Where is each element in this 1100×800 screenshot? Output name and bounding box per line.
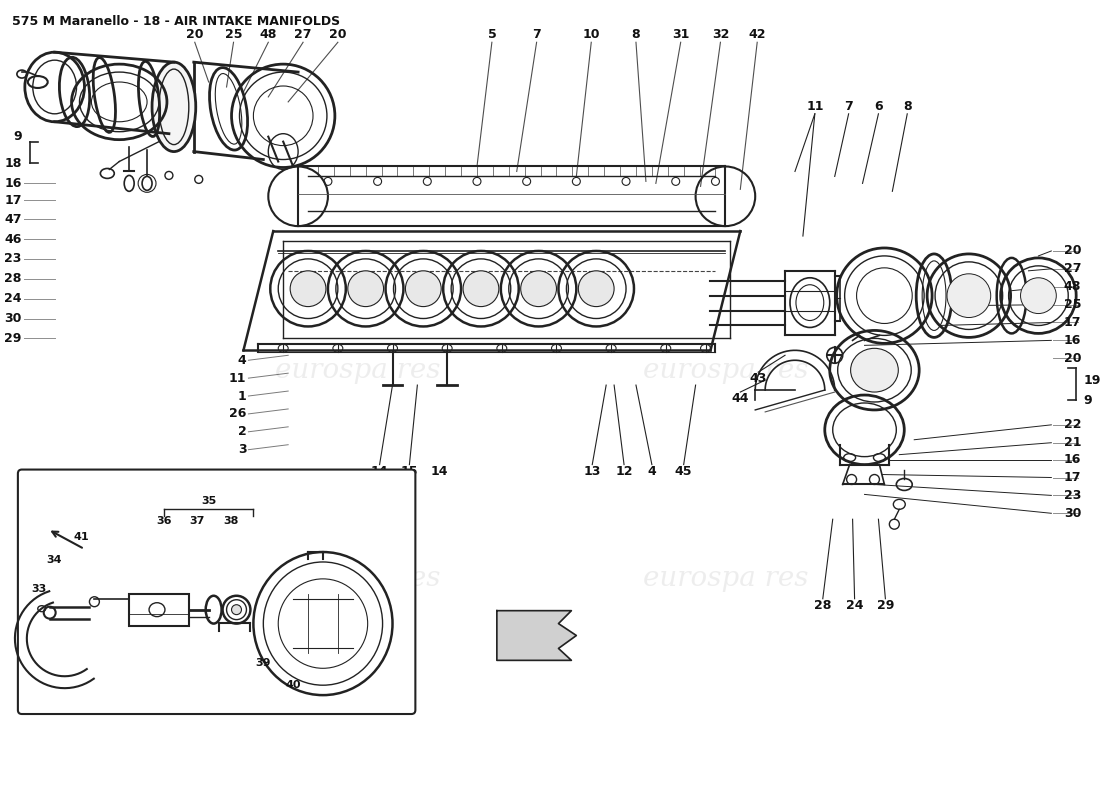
Text: 25: 25 [224,28,242,41]
Text: 9: 9 [13,130,22,143]
Text: 16: 16 [1064,334,1081,347]
Text: 575 M Maranello - 18 - AIR INTAKE MANIFOLDS: 575 M Maranello - 18 - AIR INTAKE MANIFO… [12,15,340,29]
Text: 1: 1 [238,390,246,402]
Text: 8: 8 [631,28,640,41]
Text: 23: 23 [4,252,22,266]
Ellipse shape [520,271,557,306]
Text: 11: 11 [229,372,246,385]
Text: 23: 23 [1064,489,1081,502]
Text: 41: 41 [74,532,89,542]
Text: 46: 46 [4,233,22,246]
Text: 21: 21 [1064,436,1081,450]
Text: 17: 17 [1064,471,1081,484]
Ellipse shape [152,62,196,151]
Text: 32: 32 [712,28,729,41]
Text: 19: 19 [1084,374,1100,386]
Text: 44: 44 [732,391,749,405]
Text: 45: 45 [675,465,692,478]
Text: 48: 48 [1064,280,1081,294]
Ellipse shape [231,605,242,614]
Text: 37: 37 [189,516,205,526]
Ellipse shape [348,271,384,306]
Ellipse shape [850,348,899,392]
Text: 39: 39 [255,658,271,668]
Ellipse shape [579,271,614,306]
Text: 30: 30 [1064,506,1081,520]
Text: 33: 33 [31,584,46,594]
Text: 24: 24 [4,292,22,305]
Text: 38: 38 [223,516,239,526]
Text: 43: 43 [749,372,767,385]
Text: 40: 40 [285,680,301,690]
Text: 20: 20 [186,28,204,41]
Text: 22: 22 [1064,418,1081,431]
Text: 14: 14 [430,465,448,478]
Text: 20: 20 [329,28,346,41]
Text: eurospa res: eurospa res [642,357,808,384]
Text: 16: 16 [1064,453,1081,466]
Text: 36: 36 [156,516,172,526]
Text: 28: 28 [4,272,22,286]
Ellipse shape [1021,278,1056,314]
Text: 13: 13 [584,465,601,478]
Text: 20: 20 [1064,352,1081,365]
Polygon shape [497,610,576,660]
Text: 42: 42 [748,28,766,41]
Text: 10: 10 [583,28,600,41]
Text: 28: 28 [814,599,832,612]
Ellipse shape [463,271,498,306]
Ellipse shape [406,271,441,306]
Text: 17: 17 [4,194,22,206]
Text: 3: 3 [238,443,246,456]
Text: 25: 25 [1064,298,1081,311]
Text: 8: 8 [903,100,912,114]
Text: 47: 47 [4,213,22,226]
Text: eurospa res: eurospa res [275,357,440,384]
Text: 6: 6 [874,100,882,114]
Ellipse shape [947,274,991,318]
Text: 5: 5 [487,28,496,41]
Bar [129,594,189,626]
Text: 4: 4 [238,354,246,366]
Text: 7: 7 [844,100,852,114]
Text: 29: 29 [4,332,22,345]
Text: 30: 30 [4,312,22,325]
Text: 11: 11 [806,100,824,114]
Text: 31: 31 [672,28,690,41]
Text: 20: 20 [1064,245,1081,258]
Text: 35: 35 [201,496,217,506]
Text: 18: 18 [4,157,22,170]
Ellipse shape [290,271,326,306]
Text: 15: 15 [400,465,418,478]
Text: 9: 9 [1084,394,1092,406]
Text: 12: 12 [615,465,632,478]
Text: 2: 2 [238,426,246,438]
Text: eurospa res: eurospa res [642,566,808,592]
Text: 24: 24 [846,599,864,612]
Text: 17: 17 [1064,316,1081,329]
Text: 4: 4 [648,465,657,478]
Text: 14: 14 [371,465,388,478]
Text: 27: 27 [1064,262,1081,275]
Text: 26: 26 [229,407,246,421]
Text: 16: 16 [4,177,22,190]
Text: 48: 48 [260,28,277,41]
Text: 34: 34 [46,555,62,565]
FancyBboxPatch shape [18,470,416,714]
Text: 27: 27 [295,28,311,41]
Text: 29: 29 [877,599,894,612]
Text: eurospa res: eurospa res [275,566,440,592]
Text: 7: 7 [532,28,541,41]
